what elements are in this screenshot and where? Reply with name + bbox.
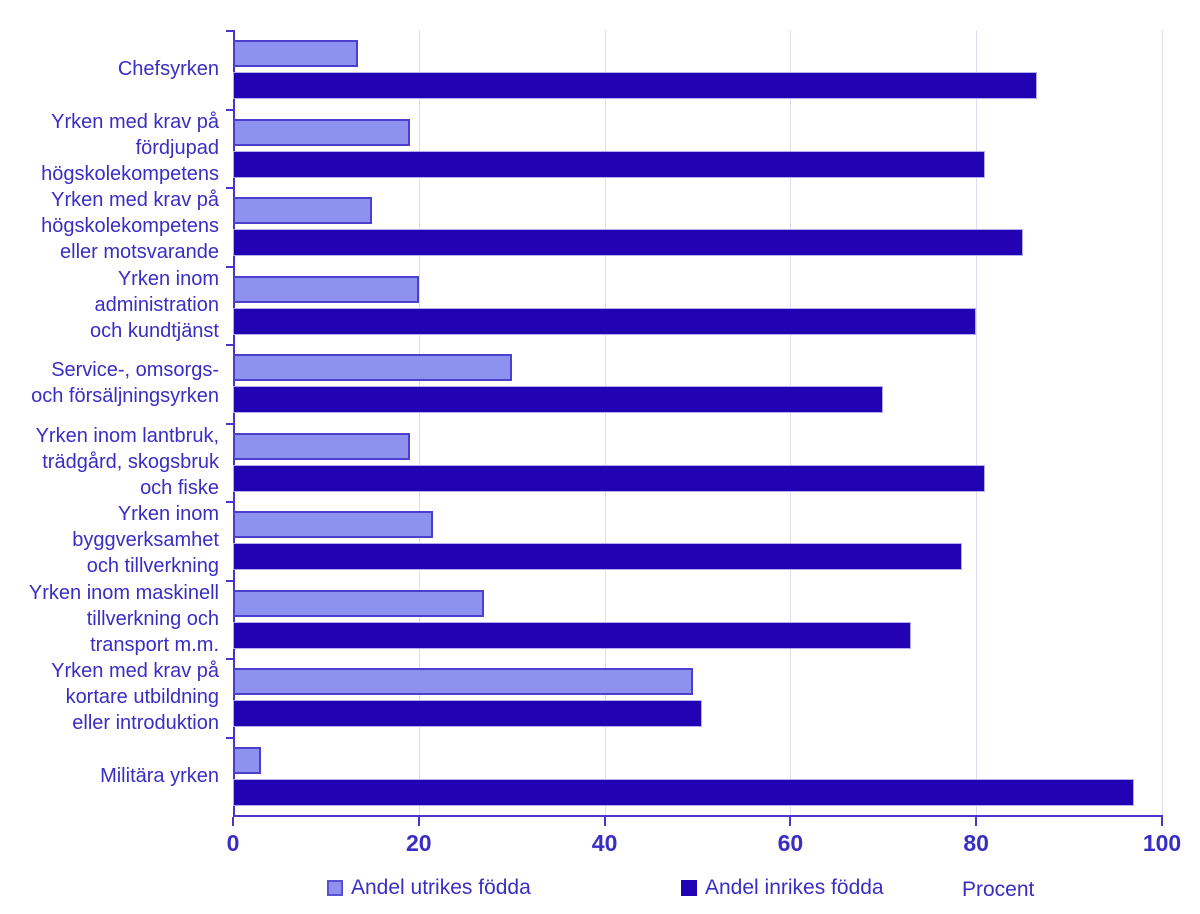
- bar-group: [233, 658, 1162, 737]
- chart-row: Chefsyrken: [0, 30, 1162, 109]
- x-axis-tick: [603, 817, 606, 826]
- y-axis-line: [233, 30, 235, 816]
- y-axis-category-tick: [226, 30, 234, 32]
- x-axis-tick-label: 60: [777, 830, 804, 856]
- legend-label: Andel inrikes födda: [705, 876, 884, 899]
- x-axis-unit-label: Procent: [962, 878, 1035, 901]
- chart-row: Militära yrken: [0, 737, 1162, 816]
- legend-swatch-inrikes-icon: [681, 880, 697, 896]
- category-label: Yrken inom administration och kundtjänst: [90, 267, 219, 342]
- chart-row: Yrken med krav på högskolekompetens elle…: [0, 187, 1162, 266]
- y-axis-category-tick: [226, 736, 234, 739]
- category-label: Yrken inom maskinell tillverkning och tr…: [28, 581, 219, 656]
- chart-row: Yrken med krav på kortare utbildning ell…: [0, 658, 1162, 737]
- chart-row: Yrken inom byggverksamhet och tillverkni…: [0, 501, 1162, 580]
- chart-row: Yrken inom administration och kundtjänst: [0, 266, 1162, 345]
- y-axis-category-tick: [226, 501, 234, 503]
- bar-group: [233, 580, 1162, 659]
- bar-inrikes-fodda: [233, 700, 703, 727]
- x-axis-tick-label: 0: [226, 830, 240, 856]
- y-axis-category-tick: [226, 658, 234, 660]
- x-axis-tick: [417, 817, 420, 826]
- chart-rows: Chefsyrken Yrken med krav på fördjupad hö…: [0, 30, 1162, 815]
- gridline-20: [418, 30, 420, 815]
- category-label: Chefsyrken: [117, 58, 219, 81]
- category-label: Yrken med krav på kortare utbildning ell…: [51, 660, 219, 735]
- bar-inrikes-fodda: [233, 229, 1023, 256]
- bar-utrikes-fodda: [233, 746, 261, 774]
- bar-group: [233, 423, 1162, 502]
- category-label: Yrken med krav på högskolekompetens elle…: [41, 189, 219, 264]
- bar-inrikes-fodda: [233, 778, 1135, 806]
- y-axis-category-tick: [226, 344, 234, 346]
- chart-row: Yrken inom lantbruk, trädgård, skogsbruk…: [0, 423, 1162, 502]
- x-axis-tick-label: 100: [1142, 830, 1182, 856]
- bar-inrikes-fodda: [233, 386, 884, 413]
- x-axis-line: [233, 815, 1163, 817]
- category-label: Militära yrken: [100, 764, 219, 787]
- gridline-100: [1162, 30, 1163, 815]
- bar-group: [233, 737, 1162, 816]
- bar-utrikes-fodda: [233, 275, 419, 303]
- bar-inrikes-fodda: [233, 72, 1037, 99]
- y-axis-category-tick: [226, 187, 234, 189]
- legend-item-inrikes-fodda[interactable]: Andel inrikes födda: [681, 876, 884, 900]
- y-axis-category-tick: [226, 422, 234, 425]
- category-label: Yrken inom lantbruk, trädgård, skogsbruk…: [35, 424, 219, 499]
- x-axis-tick-label: 80: [963, 830, 989, 856]
- bar-inrikes-fodda: [233, 307, 977, 335]
- bar-utrikes-fodda: [233, 668, 693, 695]
- gridline-40: [604, 30, 606, 815]
- x-axis-tick: [1161, 817, 1163, 826]
- category-label: Yrken med krav på fördjupad högskolekomp…: [41, 110, 219, 185]
- bar-inrikes-fodda: [233, 464, 986, 492]
- bar-group: [233, 187, 1162, 266]
- legend-item-utrikes-fodda[interactable]: Andel utrikes födda: [327, 876, 531, 900]
- chart-row: Service-, omsorgs- och försäljningsyrken: [0, 344, 1162, 423]
- bar-utrikes-fodda: [233, 118, 410, 146]
- chart-row: Yrken med krav på fördjupad högskolekomp…: [0, 109, 1162, 188]
- x-axis-tick: [232, 817, 234, 826]
- bar-utrikes-fodda: [233, 197, 373, 224]
- bar-inrikes-fodda: [233, 621, 912, 649]
- bar-group: [233, 266, 1162, 345]
- y-axis-category-tick: [226, 579, 234, 582]
- chart-row: Yrken inom maskinell tillverkning och tr…: [0, 580, 1162, 659]
- legend-swatch-utrikes-icon: [327, 880, 343, 896]
- bar-inrikes-fodda: [233, 150, 986, 178]
- bar-utrikes-fodda: [233, 511, 433, 538]
- bar-group: [233, 30, 1162, 109]
- category-label: Yrken inom byggverksamhet och tillverkni…: [72, 503, 219, 578]
- x-axis-tick-label: 20: [406, 830, 432, 856]
- bar-utrikes-fodda: [233, 354, 512, 381]
- plot-area: [233, 30, 1163, 815]
- bar-inrikes-fodda: [233, 543, 963, 570]
- gridline-80: [976, 30, 978, 815]
- y-axis-category-tick: [226, 265, 234, 268]
- y-axis-category-tick: [226, 108, 234, 111]
- gridline-60: [790, 30, 792, 815]
- x-axis-tick-label: 40: [591, 830, 618, 856]
- bar-utrikes-fodda: [233, 589, 484, 617]
- bar-group: [233, 109, 1162, 188]
- bar-utrikes-fodda: [233, 40, 359, 67]
- legend-label: Andel utrikes födda: [351, 876, 531, 899]
- bar-group: [233, 501, 1162, 580]
- bar-group: [233, 344, 1162, 423]
- x-axis-tick: [975, 817, 978, 826]
- bar-utrikes-fodda: [233, 432, 410, 460]
- category-label: Service-, omsorgs- och försäljningsyrken: [31, 359, 219, 408]
- x-axis-tick: [789, 817, 792, 826]
